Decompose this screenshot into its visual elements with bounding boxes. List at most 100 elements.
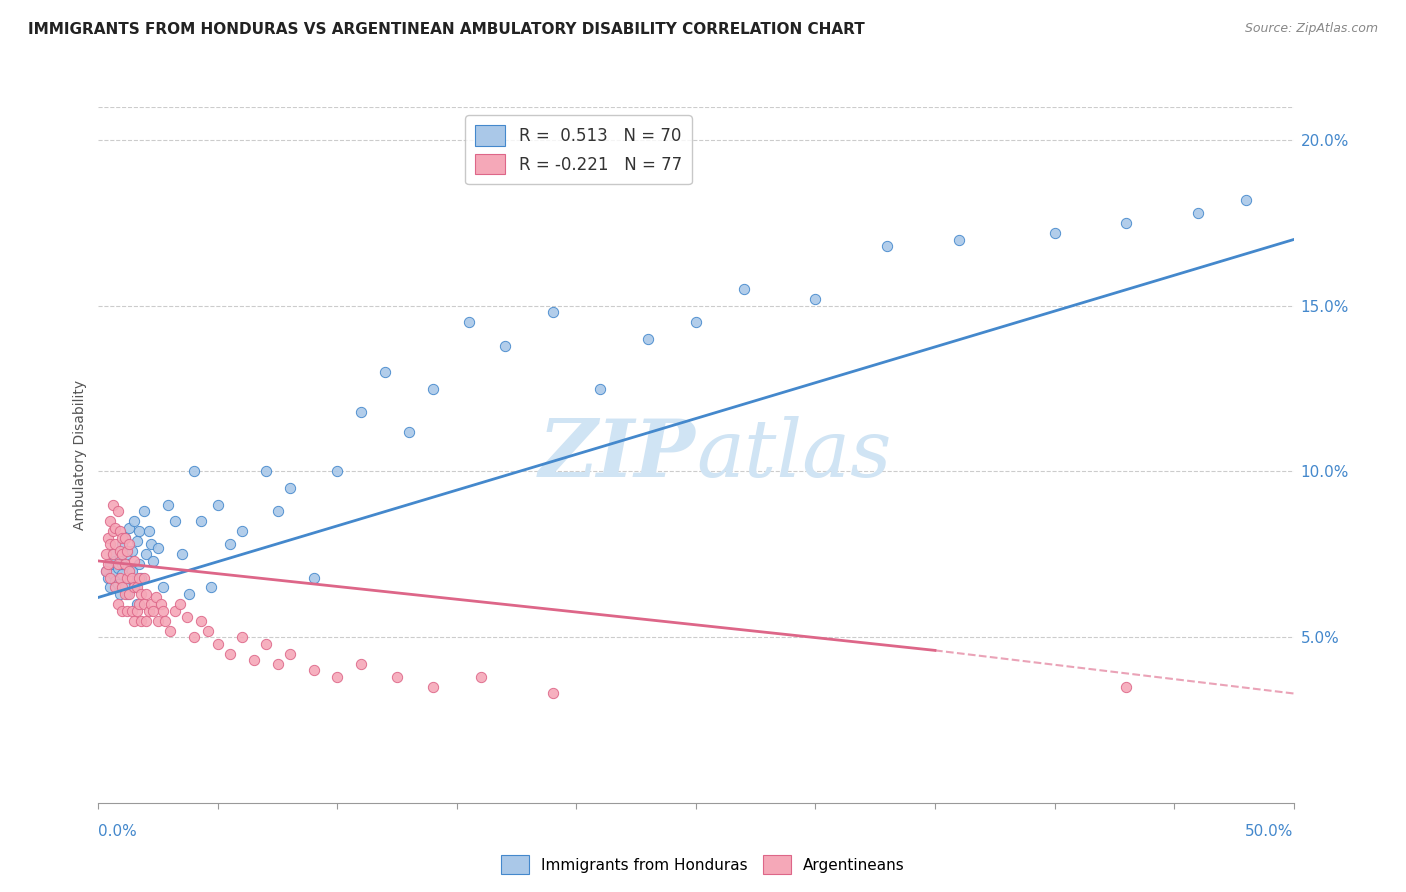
- Point: [98, 581, 122, 595]
- Point: [267, 657, 290, 671]
- Point: [121, 570, 143, 584]
- Point: [149, 597, 172, 611]
- Point: [125, 597, 148, 611]
- Point: [148, 541, 170, 555]
- Point: [98, 514, 122, 528]
- Point: [108, 587, 131, 601]
- Point: [104, 537, 127, 551]
- Point: [350, 405, 373, 419]
- Point: [139, 537, 162, 551]
- Point: [163, 604, 186, 618]
- Point: [108, 544, 131, 558]
- Point: [121, 564, 143, 578]
- Point: [176, 610, 198, 624]
- Point: [541, 686, 564, 700]
- Point: [152, 604, 174, 618]
- Point: [107, 577, 129, 591]
- Point: [183, 630, 205, 644]
- Point: [135, 547, 157, 561]
- Point: [589, 382, 612, 396]
- Point: [422, 680, 444, 694]
- Point: [200, 581, 222, 595]
- Point: [128, 570, 150, 584]
- Point: [172, 547, 194, 561]
- Point: [267, 504, 290, 518]
- Point: [115, 587, 138, 601]
- Point: [121, 604, 143, 618]
- Text: 0.0%: 0.0%: [98, 823, 138, 838]
- Point: [97, 531, 120, 545]
- Point: [131, 614, 153, 628]
- Point: [152, 581, 174, 595]
- Point: [142, 554, 165, 568]
- Point: [115, 570, 138, 584]
- Point: [115, 547, 138, 561]
- Point: [101, 498, 124, 512]
- Point: [159, 624, 181, 638]
- Text: IMMIGRANTS FROM HONDURAS VS ARGENTINEAN AMBULATORY DISABILITY CORRELATION CHART: IMMIGRANTS FROM HONDURAS VS ARGENTINEAN …: [28, 22, 865, 37]
- Point: [231, 630, 253, 644]
- Point: [148, 614, 170, 628]
- Point: [121, 544, 143, 558]
- Point: [111, 547, 134, 561]
- Point: [804, 292, 827, 306]
- Point: [876, 239, 898, 253]
- Point: [94, 564, 117, 578]
- Point: [104, 521, 127, 535]
- Point: [108, 524, 131, 538]
- Point: [118, 521, 141, 535]
- Point: [111, 531, 134, 545]
- Point: [104, 574, 127, 588]
- Point: [101, 547, 124, 561]
- Point: [132, 570, 155, 584]
- Point: [115, 604, 138, 618]
- Point: [124, 581, 146, 595]
- Point: [128, 597, 150, 611]
- Point: [155, 614, 177, 628]
- Point: [197, 624, 219, 638]
- Point: [124, 581, 146, 595]
- Point: [135, 587, 157, 601]
- Point: [107, 504, 129, 518]
- Point: [207, 498, 229, 512]
- Point: [138, 524, 160, 538]
- Point: [118, 564, 141, 578]
- Point: [101, 524, 124, 538]
- Point: [118, 537, 141, 551]
- Point: [1234, 193, 1257, 207]
- Point: [97, 558, 120, 572]
- Point: [1043, 226, 1066, 240]
- Point: [101, 547, 124, 561]
- Text: Source: ZipAtlas.com: Source: ZipAtlas.com: [1244, 22, 1378, 36]
- Point: [114, 587, 136, 601]
- Point: [125, 581, 148, 595]
- Point: [114, 531, 136, 545]
- Point: [1115, 216, 1137, 230]
- Text: ZIP: ZIP: [538, 417, 696, 493]
- Point: [118, 570, 141, 584]
- Point: [128, 524, 150, 538]
- Point: [132, 504, 155, 518]
- Point: [107, 558, 129, 572]
- Point: [104, 554, 127, 568]
- Point: [179, 587, 201, 601]
- Point: [111, 604, 134, 618]
- Point: [98, 537, 122, 551]
- Point: [219, 537, 242, 551]
- Point: [111, 567, 134, 582]
- Point: [637, 332, 659, 346]
- Point: [948, 233, 970, 247]
- Point: [94, 547, 117, 561]
- Point: [115, 544, 138, 558]
- Point: [231, 524, 253, 538]
- Point: [1115, 680, 1137, 694]
- Point: [494, 338, 516, 352]
- Point: [108, 570, 131, 584]
- Point: [374, 365, 396, 379]
- Point: [114, 531, 136, 545]
- Point: [125, 604, 148, 618]
- Point: [278, 481, 301, 495]
- Point: [470, 670, 492, 684]
- Point: [118, 587, 141, 601]
- Point: [101, 567, 124, 582]
